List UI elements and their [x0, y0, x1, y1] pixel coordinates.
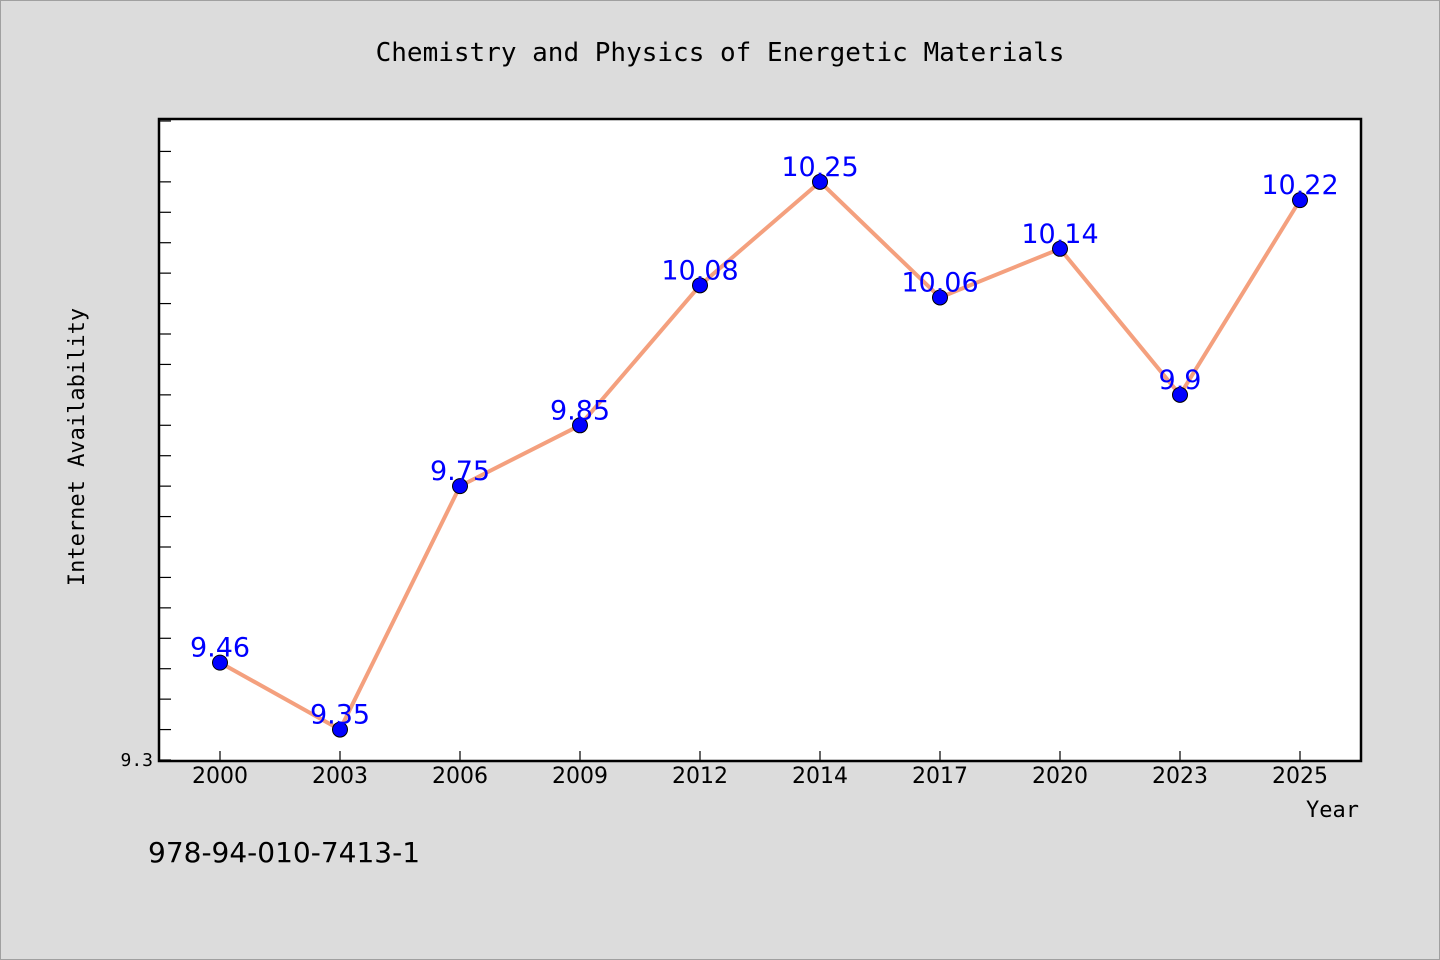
series-layer: 9.46 9.35 9.75 9.85 10.08 10.25 10.06 10.14 9.9 1…	[190, 152, 1339, 738]
x-axis-label: Year	[1306, 798, 1359, 823]
data-label: 9.85	[550, 395, 610, 426]
x-tick-label: 2000	[192, 764, 248, 789]
x-tick-label: 2020	[1032, 764, 1088, 789]
y-axis-ticks: 9.3	[120, 120, 171, 771]
data-point	[212, 654, 228, 671]
data-point	[1052, 240, 1068, 257]
data-point	[812, 173, 828, 190]
plot-area	[157, 117, 1363, 763]
x-axis-ticks: 2000 2003 2006 2009 2012 2014 2017 2020 2023 2025	[192, 751, 1328, 789]
data-label: 10.22	[1261, 170, 1338, 201]
data-point	[1172, 386, 1188, 403]
data-label: 10.25	[781, 152, 858, 183]
data-label: 9.35	[310, 700, 370, 731]
data-point	[572, 417, 588, 434]
data-label: 10.08	[661, 255, 738, 286]
data-point	[692, 277, 708, 294]
x-tick-label: 2003	[312, 764, 368, 789]
data-point	[1292, 192, 1308, 209]
data-label: 9.46	[190, 633, 250, 664]
x-tick-label: 2014	[792, 764, 848, 789]
x-tick-label: 2025	[1272, 764, 1328, 789]
y-axis-label: Internet Availability	[65, 308, 90, 586]
data-label: 10.06	[901, 267, 978, 298]
isbn-text: 978-94-010-7413-1	[148, 836, 420, 869]
data-point	[452, 478, 468, 495]
x-tick-label: 2009	[552, 764, 608, 789]
x-tick-label: 2006	[432, 764, 488, 789]
y-tick-label: 9.3	[120, 750, 153, 771]
data-label: 9.75	[430, 456, 490, 487]
chart-title: Chemistry and Physics of Energetic Mater…	[376, 38, 1065, 68]
x-tick-label: 2017	[912, 764, 968, 789]
data-point	[932, 289, 948, 306]
data-label: 9.9	[1159, 365, 1202, 396]
x-tick-label: 2012	[672, 764, 728, 789]
series-line	[218, 179, 1302, 732]
x-tick-label: 2023	[1152, 764, 1208, 789]
data-point	[332, 721, 348, 738]
data-label: 10.14	[1021, 219, 1098, 250]
